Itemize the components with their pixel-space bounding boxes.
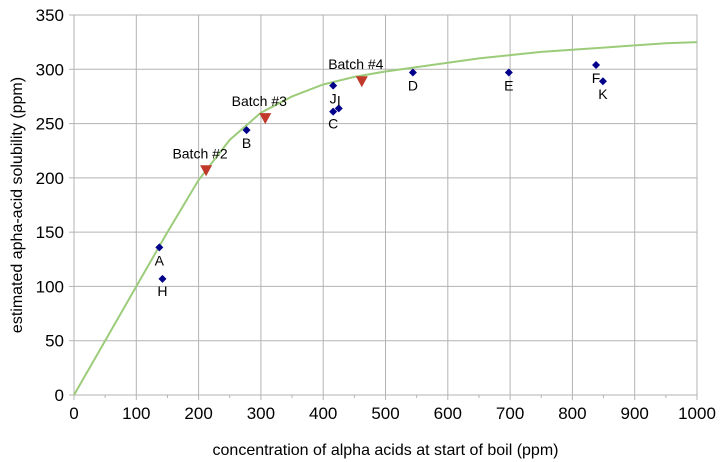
y-tick-label: 50 <box>45 332 64 351</box>
y-tick-label: 100 <box>36 277 64 296</box>
y-axis-title: estimated apha-acid solubility (ppm) <box>9 77 26 333</box>
x-tick-label: 600 <box>434 404 462 423</box>
data-point-diamond <box>242 126 251 135</box>
x-tick-label: 300 <box>247 404 275 423</box>
x-tick-label: 1000 <box>678 404 716 423</box>
data-point-diamond <box>504 68 513 77</box>
data-point-diamond <box>408 68 417 77</box>
x-tick-label: 100 <box>122 404 150 423</box>
data-point-diamond <box>155 243 164 252</box>
x-tick-label: 400 <box>309 404 337 423</box>
batch-point-label: Batch #4 <box>328 56 383 72</box>
y-tick-label: 350 <box>36 6 64 25</box>
batch-point-label: Batch #2 <box>172 145 227 161</box>
tick-labels: 0 100 200 300 400 500 600 700 800 900 1000 0 50 100 15… <box>36 6 716 423</box>
data-point-label: C <box>328 116 338 132</box>
y-tick-label: 200 <box>36 169 64 188</box>
data-point-label: E <box>504 78 513 94</box>
batch-point-triangle <box>259 113 272 125</box>
data-point-label: H <box>157 283 167 299</box>
data-point-diamond <box>598 77 607 86</box>
x-tick-label: 500 <box>371 404 399 423</box>
axes <box>69 14 698 400</box>
data-point-label: A <box>155 252 165 268</box>
fit-curve-line <box>73 41 698 396</box>
y-tick-label: 150 <box>36 223 64 242</box>
x-tick-label: 900 <box>621 404 649 423</box>
y-tick-label: 250 <box>36 115 64 134</box>
data-point-label: B <box>242 135 251 151</box>
batch-point-triangle <box>355 76 368 88</box>
batch-point-label: Batch #3 <box>232 93 287 109</box>
x-axis-title: concentration of alpha acids at start of… <box>213 442 559 459</box>
x-tick-label: 700 <box>496 404 524 423</box>
data-point-diamond <box>329 81 338 90</box>
batch-point-triangle <box>200 165 213 177</box>
data-point-diamond <box>158 274 167 283</box>
x-tick-label: 200 <box>184 404 212 423</box>
x-tick-label: 0 <box>69 404 78 423</box>
data-point-label: J <box>330 91 337 107</box>
data-point-diamond <box>329 107 338 116</box>
chart-marks: AH B JCI D E FK Batch #2 Batch #3 Batch #4 <box>73 41 698 396</box>
gridlines <box>74 15 697 395</box>
y-tick-label: 0 <box>55 386 64 405</box>
data-point-label: D <box>408 78 418 94</box>
y-tick-label: 300 <box>36 60 64 79</box>
data-point-label: K <box>598 86 608 102</box>
data-point-diamond <box>592 60 601 69</box>
data-point-label: F <box>592 70 601 86</box>
data-point-diamond <box>334 104 343 113</box>
x-tick-label: 800 <box>558 404 586 423</box>
data-point-label: I <box>337 92 341 108</box>
